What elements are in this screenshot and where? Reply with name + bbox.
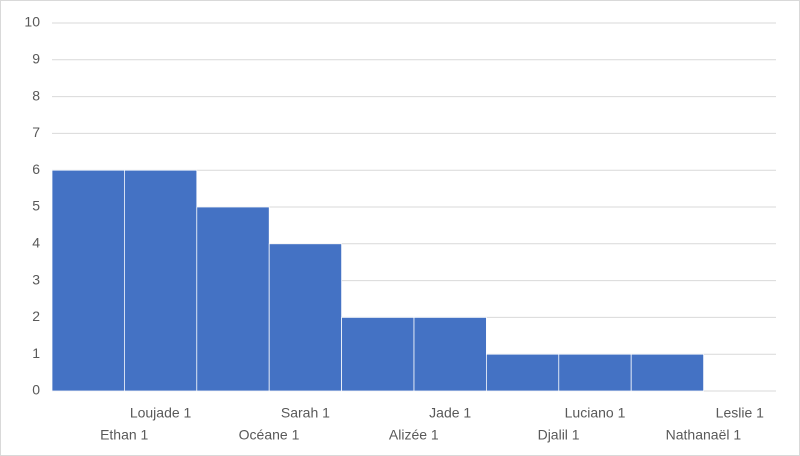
- x-tick-label: Luciano 1: [565, 405, 626, 421]
- y-tick-label: 4: [32, 235, 40, 251]
- y-tick-label: 9: [32, 51, 40, 67]
- bar: [558, 353, 632, 392]
- y-tick-label: 3: [32, 271, 40, 287]
- bar: [124, 169, 198, 392]
- bar: [341, 317, 415, 392]
- x-tick-label: Océane 1: [239, 427, 300, 443]
- bar: [630, 353, 704, 392]
- y-tick-label: 10: [24, 14, 40, 30]
- y-tick-label: 6: [32, 161, 40, 177]
- x-tick-label: Alizée 1: [389, 427, 439, 443]
- y-tick-label: 5: [32, 198, 40, 214]
- x-tick-label: Sarah 1: [281, 405, 330, 421]
- x-tick-label: Ethan 1: [100, 427, 148, 443]
- y-tick-label: 1: [32, 345, 40, 361]
- bar: [268, 243, 342, 392]
- y-tick-label: 7: [32, 124, 40, 140]
- y-tick-label: 0: [32, 382, 40, 398]
- bar: [486, 353, 560, 392]
- x-tick-label: Nathanaël 1: [666, 427, 742, 443]
- x-tick-label: Leslie 1: [716, 405, 764, 421]
- x-tick-label: Loujade 1: [130, 405, 192, 421]
- bar: [196, 206, 270, 392]
- y-tick-label: 8: [32, 87, 40, 103]
- x-tick-label: Jade 1: [429, 405, 471, 421]
- y-tick-label: 2: [32, 308, 40, 324]
- bar: [413, 317, 487, 392]
- x-tick-label: Djalil 1: [538, 427, 580, 443]
- bar: [51, 169, 125, 392]
